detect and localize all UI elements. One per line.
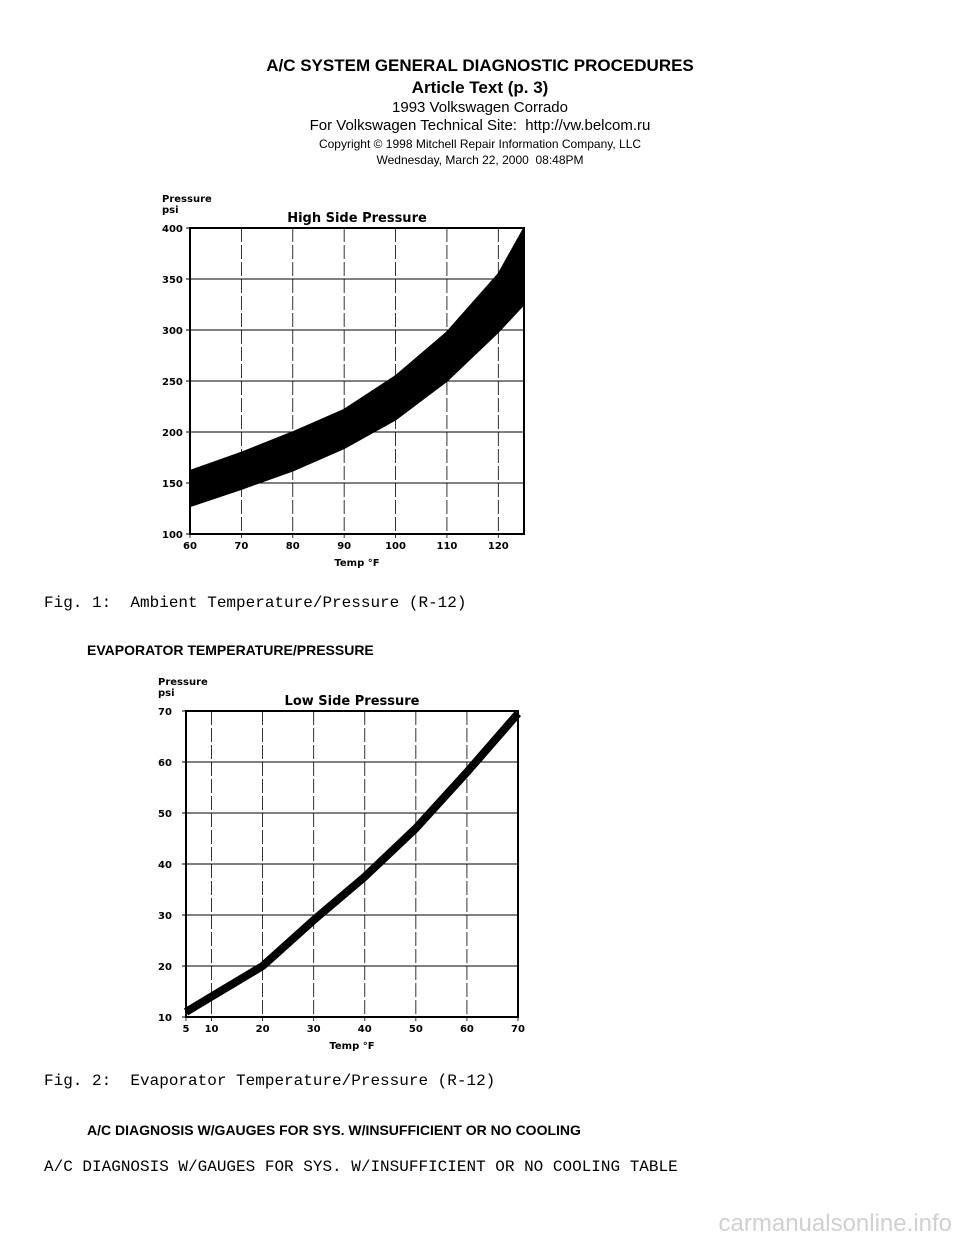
y-tick-label: 350 [162, 275, 183, 286]
chart-title: Low Side Pressure [285, 694, 420, 709]
watermark: carmanualsonline.info [718, 1210, 952, 1237]
y-tick-label: 10 [158, 1013, 172, 1024]
x-tick-label: 20 [256, 1024, 270, 1035]
y-tick-label: 40 [158, 860, 172, 871]
x-tick-label: 70 [234, 541, 248, 552]
x-tick-label: 70 [511, 1024, 525, 1035]
x-tick-label: 110 [436, 541, 457, 552]
x-axis-label: Temp °F [329, 1041, 374, 1052]
title: A/C SYSTEM GENERAL DIAGNOSTIC PROCEDURES [266, 56, 694, 75]
y-tick-label: 250 [162, 377, 183, 388]
heading: EVAPORATOR TEMPERATURE/PRESSURE [87, 642, 374, 658]
x-tick-label: 50 [409, 1024, 423, 1035]
table-title: A/C DIAGNOSIS W/GAUGES FOR SYS. W/INSUFF… [44, 1158, 678, 1176]
y-tick-label: 70 [158, 707, 172, 718]
site: For Volkswagen Technical Site: http://vw… [309, 117, 651, 134]
y-axis-label: Pressure [162, 194, 212, 205]
y-tick-label: 20 [158, 962, 172, 973]
y-tick-label: 150 [162, 479, 183, 490]
y-tick-label: 100 [162, 530, 183, 541]
chart: 10 20 30 40 50 60 70 5 10 20 30 40 50 60 70 Low Side Pr… [158, 677, 525, 1052]
x-tick-label: 60 [183, 541, 197, 552]
line [183, 710, 522, 1016]
date: Wednesday, March 22, 2000 08:48PM [376, 153, 584, 167]
copyright: Copyright © 1998 Mitchell Repair Informa… [318, 137, 642, 151]
chart-title: High Side Pressure [287, 211, 427, 226]
y-tick-label: 200 [162, 428, 183, 439]
x-tick-label: 5 [183, 1024, 190, 1035]
x-axis-label: Temp °F [334, 558, 379, 569]
caption: Fig. 2: Evaporator Temperature/Pressure … [44, 1072, 496, 1090]
x-tick-label: 10 [205, 1024, 219, 1035]
y-tick-label: 400 [162, 224, 183, 235]
vehicle: 1993 Volkswagen Corrado [392, 99, 568, 116]
x-tick-label: 40 [358, 1024, 372, 1035]
y-tick-label: 60 [158, 758, 172, 769]
y-tick-label: 30 [158, 911, 172, 922]
band-fill [190, 228, 524, 507]
y-axis-unit: psi [162, 205, 179, 216]
heading: A/C DIAGNOSIS W/GAUGES FOR SYS. W/INSUFF… [87, 1122, 581, 1138]
chart: 100 150 200 250 300 350 400 60 70 80 90 100 110 120 Hi… [162, 194, 525, 569]
band-edge [189, 227, 525, 472]
x-tick-label: 30 [307, 1024, 321, 1035]
y-tick-label: 50 [158, 809, 172, 820]
y-tick-label: 300 [162, 326, 183, 337]
caption: Fig. 1: Ambient Temperature/Pressure (R-… [44, 594, 467, 612]
x-tick-label: 90 [337, 541, 351, 552]
x-tick-label: 120 [488, 541, 509, 552]
plot-frame [185, 710, 519, 1018]
subtitle: Article Text (p. 3) [411, 78, 549, 97]
x-tick-label: 80 [286, 541, 300, 552]
plot-frame [189, 227, 525, 535]
x-tick-label: 60 [460, 1024, 474, 1035]
y-axis-label: Pressure [158, 677, 208, 688]
x-tick-label: 100 [385, 541, 406, 552]
y-axis-unit: psi [158, 688, 175, 699]
band-edge [189, 303, 525, 508]
